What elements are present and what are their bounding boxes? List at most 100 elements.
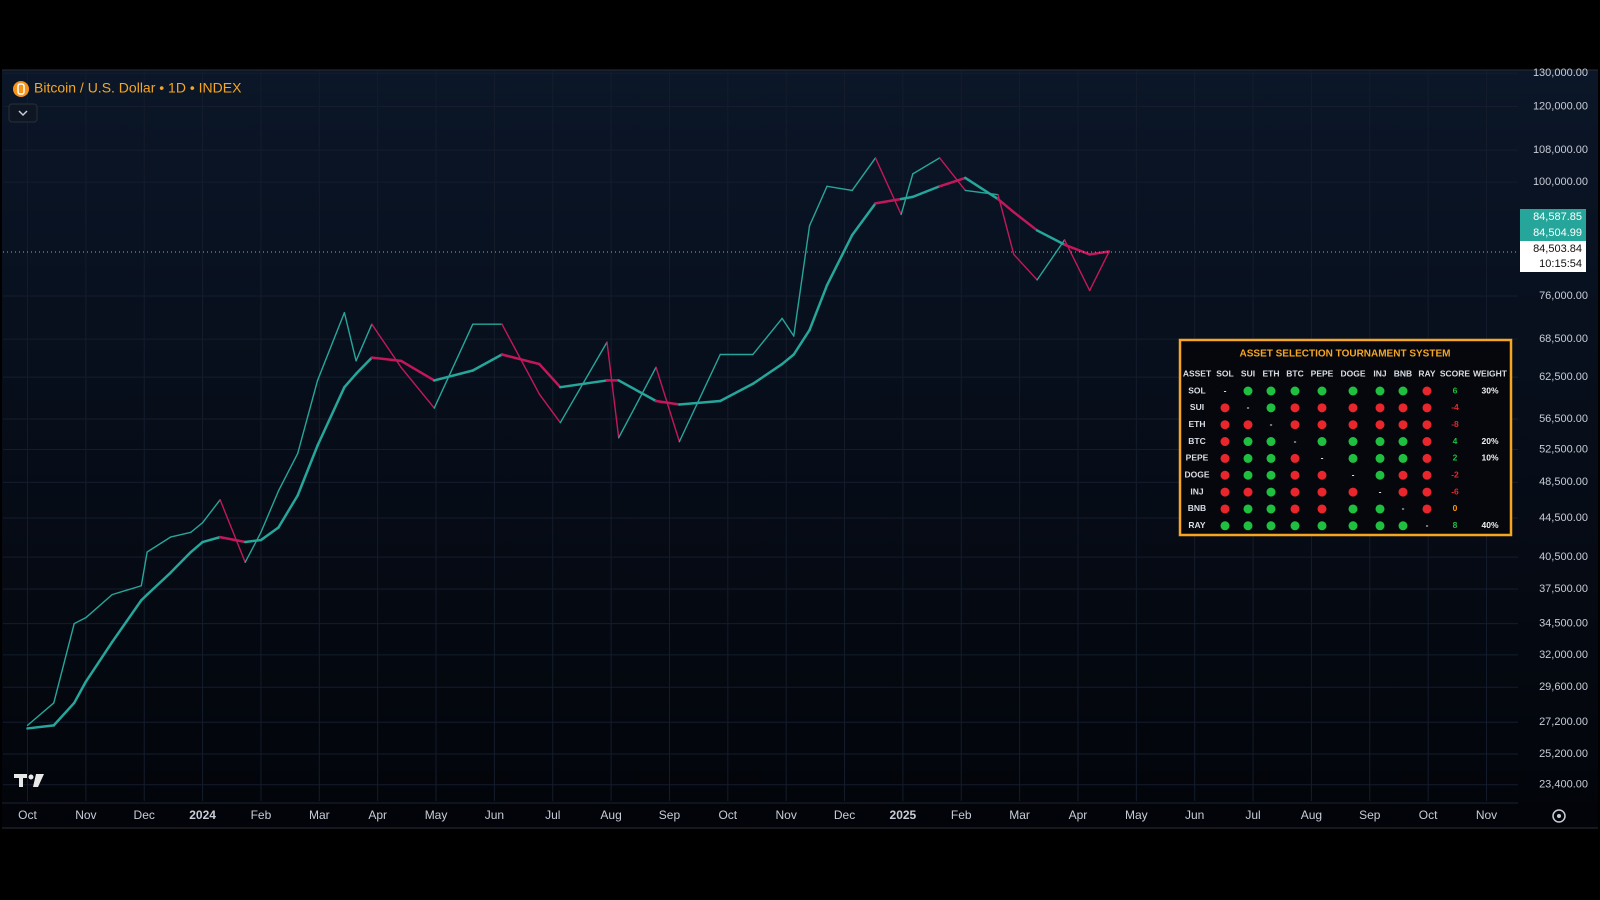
ma-segment — [1012, 210, 1039, 232]
x-tick-label: Feb — [251, 808, 272, 822]
result-dot — [1290, 386, 1300, 396]
ma-segment — [218, 535, 247, 544]
y-tick-label: 68,500.00 — [1539, 333, 1588, 345]
ma-segment — [1088, 250, 1111, 256]
ma-segment — [433, 369, 475, 382]
bitcoin-icon — [13, 81, 29, 97]
result-dot — [1220, 403, 1230, 413]
x-tick-label: Jul — [545, 808, 560, 822]
price-segment — [201, 499, 221, 524]
weight: 40% — [1481, 520, 1498, 530]
score: 6 — [1453, 385, 1458, 395]
price-segment — [912, 157, 941, 175]
self-cell: - — [1352, 470, 1355, 480]
self-cell: - — [1379, 486, 1382, 496]
result-dot — [1290, 403, 1300, 413]
y-tick-label: 34,500.00 — [1539, 618, 1588, 630]
y-tick-label: 25,200.00 — [1539, 748, 1588, 760]
ma-segment — [538, 362, 562, 389]
result-dot — [1375, 470, 1385, 480]
price-segment — [1063, 239, 1091, 292]
x-tick-label: Nov — [75, 808, 96, 822]
column-header: SOL — [1216, 368, 1233, 378]
result-dot — [1243, 453, 1253, 463]
ma-segment — [996, 197, 1016, 214]
column-header: INJ — [1373, 368, 1387, 378]
column-header: SCORE — [1440, 368, 1471, 378]
ma-segment — [617, 379, 658, 403]
score: 4 — [1453, 436, 1458, 446]
price-segment — [655, 366, 681, 443]
column-header: SUI — [1241, 368, 1255, 378]
price-segment — [1013, 253, 1038, 281]
result-dot — [1348, 521, 1358, 531]
result-dot — [1375, 504, 1385, 514]
y-tick-label: 29,600.00 — [1539, 681, 1588, 693]
price-segment — [146, 536, 172, 553]
ma-segment — [471, 353, 504, 372]
price-label-box — [1520, 209, 1586, 225]
tournament-table: ASSET SELECTION TOURNAMENT SYSTEM ASSET S… — [1178, 338, 1513, 537]
column-header: ASSET — [1183, 368, 1212, 378]
price-segment — [781, 317, 795, 337]
price-segment — [617, 366, 657, 439]
ma-segment — [243, 538, 263, 544]
y-tick-label: 108,000.00 — [1533, 144, 1588, 156]
result-dot — [1266, 470, 1276, 480]
score: -2 — [1451, 470, 1459, 480]
price-segment — [85, 593, 113, 619]
y-tick-label: 32,000.00 — [1539, 649, 1588, 661]
price-segment — [53, 622, 75, 704]
x-tick-label: Oct — [18, 808, 37, 822]
self-cell: - — [1402, 503, 1405, 513]
y-tick-label: 130,000.00 — [1533, 67, 1588, 79]
price-label: 84,504.99 — [1533, 227, 1582, 239]
result-dot — [1317, 420, 1327, 430]
symbol-title: Bitcoin / U.S. Dollar • 1D • INDEX — [34, 80, 242, 96]
price-segment — [316, 311, 346, 382]
y-tick-label: 100,000.00 — [1533, 176, 1588, 188]
result-dot — [1398, 420, 1408, 430]
x-tick-label: Nov — [776, 808, 797, 822]
result-dot — [1317, 386, 1327, 396]
settings-button[interactable] — [1552, 809, 1566, 823]
y-tick-label: 56,500.00 — [1539, 413, 1588, 425]
price-segment — [678, 353, 721, 443]
price-segment — [938, 157, 967, 192]
column-header: BTC — [1286, 368, 1303, 378]
result-dot — [1422, 420, 1432, 430]
countdown: 10:15:54 — [1539, 258, 1582, 270]
asset-name: ETH — [1189, 419, 1206, 429]
price-segment — [851, 157, 877, 192]
weight: 20% — [1481, 436, 1498, 446]
x-tick-label: 2024 — [189, 808, 216, 822]
price-label: 84,503.84 — [1533, 243, 1582, 255]
x-tick-label: Oct — [718, 808, 737, 822]
collapse-button[interactable] — [8, 103, 38, 123]
price-segment — [277, 452, 299, 492]
axes: 23,400.00 25,200.00 27,200.00 29,600.00 32,0… — [18, 67, 1588, 822]
price-segment — [219, 499, 246, 563]
x-tick-label: Jun — [1185, 808, 1204, 822]
tradingview-logo — [14, 774, 44, 787]
result-dot — [1422, 386, 1432, 396]
result-dot — [1220, 521, 1230, 531]
y-tick-label: 62,500.00 — [1539, 371, 1588, 383]
ma-segment — [84, 640, 114, 683]
price-segment — [260, 490, 280, 533]
result-dot — [1398, 521, 1408, 531]
ma-segment — [1035, 229, 1066, 246]
ma-segment — [354, 356, 374, 376]
column-header: BNB — [1394, 368, 1412, 378]
score: 8 — [1453, 520, 1458, 530]
ma-segment — [718, 382, 755, 403]
asset-name: SOL — [1188, 385, 1205, 395]
price-label: 84,587.85 — [1533, 211, 1582, 223]
result-dot — [1398, 386, 1408, 396]
price-segment — [140, 551, 148, 587]
price-segment — [538, 393, 562, 424]
result-dot — [1266, 437, 1276, 447]
result-dot — [1422, 437, 1432, 447]
result-dot — [1266, 487, 1276, 497]
x-tick-label: May — [1125, 808, 1148, 822]
